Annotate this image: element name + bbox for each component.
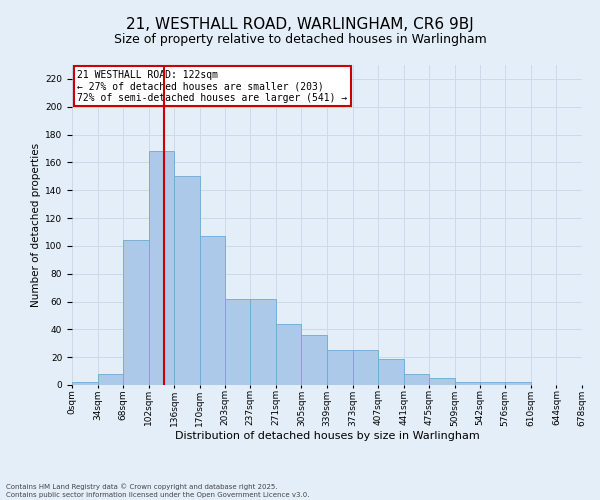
Bar [149,152,175,385]
Bar [98,374,123,385]
Bar [301,335,327,385]
Bar [404,374,430,385]
Text: 21 WESTHALL ROAD: 122sqm
← 27% of detached houses are smaller (203)
72% of semi-: 21 WESTHALL ROAD: 122sqm ← 27% of detach… [77,70,347,103]
Text: Contains HM Land Registry data © Crown copyright and database right 2025.
Contai: Contains HM Land Registry data © Crown c… [6,484,310,498]
Text: Size of property relative to detached houses in Warlingham: Size of property relative to detached ho… [113,32,487,46]
Bar [276,324,301,385]
Bar [224,298,250,385]
Bar [479,382,505,385]
X-axis label: Distribution of detached houses by size in Warlingham: Distribution of detached houses by size … [175,431,479,441]
Bar [123,240,149,385]
Bar [505,382,531,385]
Bar [327,350,353,385]
Text: 21, WESTHALL ROAD, WARLINGHAM, CR6 9BJ: 21, WESTHALL ROAD, WARLINGHAM, CR6 9BJ [126,18,474,32]
Bar [378,358,404,385]
Bar [430,378,455,385]
Y-axis label: Number of detached properties: Number of detached properties [31,143,41,307]
Bar [200,236,224,385]
Bar [353,350,378,385]
Bar [72,382,98,385]
Bar [455,382,479,385]
Bar [250,298,276,385]
Bar [175,176,200,385]
